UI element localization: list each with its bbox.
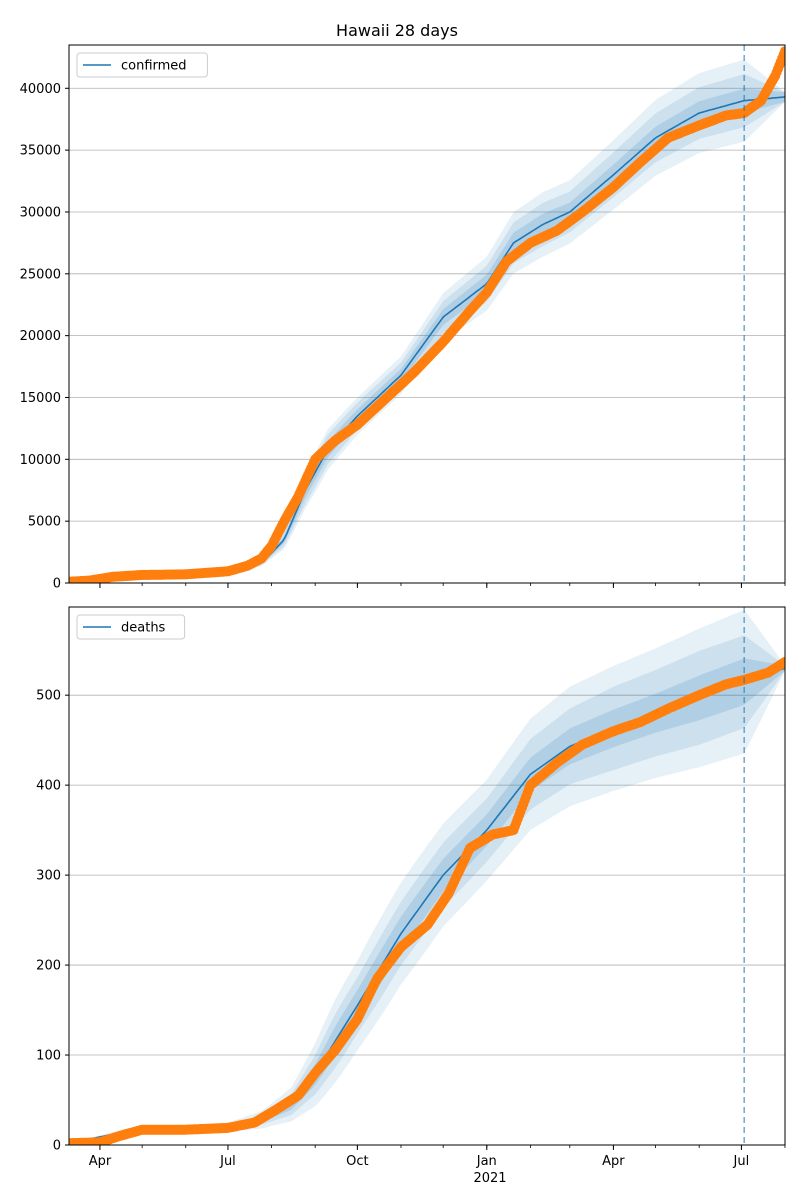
legend: confirmed [76, 52, 208, 78]
observed-series [69, 46, 785, 583]
y-tick-label: 400 [36, 779, 61, 794]
middle-uncertainty-band [69, 74, 785, 582]
plot-area [69, 46, 785, 583]
model-line [69, 96, 785, 583]
x-tick-label: Jul [733, 1154, 750, 1169]
axes-frame [68, 44, 786, 584]
x-tick-label: Jul [219, 1154, 236, 1169]
x-tick-label: Apr [89, 1154, 112, 1169]
observed-point [780, 656, 785, 667]
y-tick-label: 15000 [20, 391, 61, 406]
plot-area [69, 609, 785, 1145]
chart-title: Hawaii 28 days [336, 21, 458, 40]
legend-box [76, 614, 186, 640]
outer-uncertainty-band [69, 609, 785, 1144]
deaths-panel: 0 100 200 300 400 500 Apr Jul Oct Jan Apr Jul deaths [36, 606, 786, 1169]
x-tick-label: Oct [346, 1154, 368, 1169]
legend-label: deaths [121, 621, 166, 636]
legend: deaths [76, 614, 186, 640]
y-tick-label: 200 [36, 959, 61, 974]
inner-uncertainty-band [69, 88, 785, 582]
y-tick-label: 100 [36, 1049, 61, 1064]
legend-box [76, 52, 208, 78]
y-tick-label: 0 [53, 577, 61, 592]
y-tick-label: 30000 [20, 205, 61, 220]
y-tick-label: 300 [36, 869, 61, 884]
inner-uncertainty-band [69, 658, 785, 1144]
axes-frame [68, 606, 786, 1146]
y-tick-label: 40000 [20, 82, 61, 97]
y-tick-label: 20000 [20, 329, 61, 344]
x-tick-label: Apr [602, 1154, 625, 1169]
x-year-label: 2021 [473, 1171, 506, 1186]
legend-label: confirmed [121, 59, 187, 74]
confirmed-panel: 0 5000 10000 15000 20000 25000 30000 35000 40000… [20, 44, 786, 592]
x-tick-label: Jan [476, 1154, 497, 1169]
y-tick-label: 10000 [20, 453, 61, 468]
y-tick-label: 500 [36, 689, 61, 704]
observed-series [69, 656, 785, 1145]
y-tick-label: 5000 [28, 515, 61, 530]
observed-point [780, 46, 785, 57]
y-tick-label: 25000 [20, 267, 61, 282]
y-tick-label: 0 [53, 1139, 61, 1154]
y-tick-label: 35000 [20, 144, 61, 159]
middle-uncertainty-band [69, 635, 785, 1144]
